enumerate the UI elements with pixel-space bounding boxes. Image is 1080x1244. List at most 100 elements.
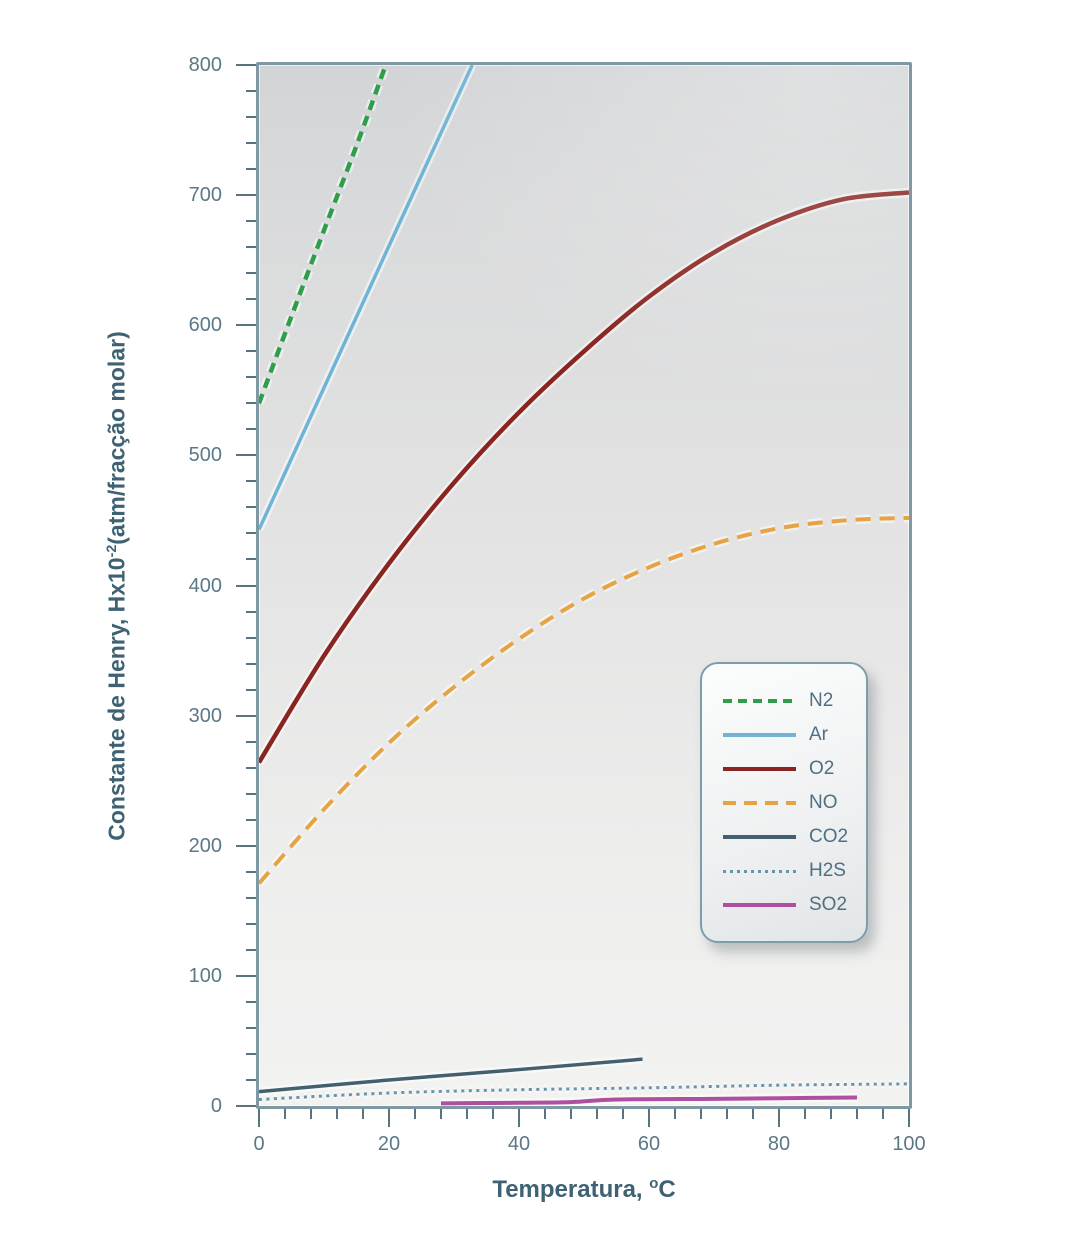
legend-item-N2: N2 — [702, 684, 866, 718]
y-minor-tick — [246, 610, 256, 613]
legend-item-O2: O2 — [702, 752, 866, 786]
x-minor-tick — [284, 1109, 286, 1119]
x-minor-tick — [830, 1109, 832, 1119]
y-major-tick — [236, 584, 256, 587]
y-minor-tick — [246, 168, 256, 171]
legend-label: NO — [809, 792, 838, 813]
x-title-superscript: o — [649, 1176, 659, 1192]
y-minor-tick — [246, 246, 256, 249]
y-minor-tick — [246, 142, 256, 145]
y-minor-tick — [246, 766, 256, 769]
y-minor-tick — [246, 428, 256, 431]
y-minor-tick — [246, 376, 256, 379]
plot-area — [256, 62, 912, 1109]
series-line-O2 — [259, 190, 909, 764]
legend-item-H2S: H2S — [702, 854, 866, 888]
y-minor-tick — [246, 532, 256, 535]
x-minor-tick — [622, 1109, 624, 1119]
x-title-text: Temperatura, — [492, 1176, 650, 1203]
legend-item-CO2: CO2 — [702, 820, 866, 854]
legend: N2 Ar O2 NO CO2 H2S SO2 — [700, 662, 868, 943]
y-minor-tick — [246, 688, 256, 691]
y-minor-tick — [246, 506, 256, 509]
series-line-SO2 — [440, 1095, 858, 1106]
x-major-tick — [258, 1109, 260, 1127]
y-tick-label: 400 — [188, 574, 222, 597]
x-minor-tick — [492, 1109, 494, 1119]
x-tick-label: 60 — [637, 1133, 661, 1155]
x-minor-tick — [674, 1109, 676, 1119]
legend-label: SO2 — [809, 894, 848, 915]
x-major-tick — [908, 1109, 910, 1127]
y-minor-tick — [246, 558, 256, 561]
series-line-H2S — [259, 1082, 909, 1101]
x-major-tick — [388, 1109, 390, 1127]
y-minor-tick — [246, 922, 256, 925]
y-major-tick — [236, 714, 256, 717]
y-tick-label: 600 — [188, 314, 222, 337]
x-minor-tick — [700, 1109, 702, 1119]
y-minor-tick — [246, 818, 256, 821]
legend-line-sample-CO2 — [723, 835, 796, 839]
legend-item-Ar: Ar — [702, 718, 866, 752]
y-title-text: Constante de Henry, Hx10 — [103, 557, 130, 841]
legend-label: O2 — [809, 758, 835, 779]
y-minor-tick — [246, 1026, 256, 1029]
y-major-tick — [236, 454, 256, 457]
x-minor-tick — [726, 1109, 728, 1119]
x-minor-tick — [362, 1109, 364, 1119]
x-minor-tick — [752, 1109, 754, 1119]
legend-line-sample-N2 — [723, 699, 796, 703]
x-minor-tick — [466, 1109, 468, 1119]
x-tick-label: 20 — [377, 1133, 401, 1155]
y-tick-label: 200 — [188, 834, 222, 857]
legend-line-sample-SO2 — [723, 903, 796, 907]
x-title-suffix: C — [658, 1176, 676, 1203]
x-minor-tick — [570, 1109, 572, 1119]
y-tick-label: 700 — [188, 184, 222, 207]
y-minor-tick — [246, 402, 256, 405]
y-minor-tick — [246, 662, 256, 665]
legend-line-sample-H2S — [723, 869, 796, 873]
y-minor-tick — [246, 298, 256, 301]
legend-line-sample-Ar — [723, 733, 796, 737]
x-minor-tick — [882, 1109, 884, 1119]
y-minor-tick — [246, 896, 256, 899]
x-minor-tick — [804, 1109, 806, 1119]
x-minor-tick — [310, 1109, 312, 1119]
x-tick-label: 100 — [892, 1133, 926, 1155]
series-line-Ar — [259, 65, 474, 531]
y-tick-label: 100 — [188, 964, 222, 987]
y-minor-tick — [246, 948, 256, 951]
y-major-tick — [236, 324, 256, 327]
y-minor-tick — [246, 870, 256, 873]
x-major-tick — [648, 1109, 650, 1127]
x-minor-tick — [336, 1109, 338, 1119]
legend-line-sample-O2 — [723, 767, 796, 771]
x-major-tick — [778, 1109, 780, 1127]
x-minor-tick — [856, 1109, 858, 1119]
x-tick-label: 80 — [767, 1133, 791, 1155]
series-line-NO — [259, 515, 909, 885]
y-minor-tick — [246, 792, 256, 795]
x-minor-tick — [544, 1109, 546, 1119]
y-minor-tick — [246, 116, 256, 119]
x-tick-label: 40 — [507, 1133, 531, 1155]
y-minor-tick — [246, 1052, 256, 1055]
x-minor-tick — [414, 1109, 416, 1119]
y-tick-label: 300 — [188, 704, 222, 727]
y-minor-tick — [246, 1078, 256, 1081]
y-major-tick — [236, 194, 256, 197]
legend-label: N2 — [809, 690, 834, 711]
y-major-tick — [236, 844, 256, 847]
legend-item-SO2: SO2 — [702, 888, 866, 922]
series-line-N2 — [259, 65, 388, 405]
y-minor-tick — [246, 740, 256, 743]
y-tick-label: 800 — [188, 54, 222, 76]
x-axis-title: Temperatura, oC — [492, 1176, 675, 1204]
legend-label: H2S — [809, 860, 846, 881]
y-tick-label: 0 — [210, 1095, 222, 1117]
x-tick-label: 0 — [253, 1133, 265, 1155]
x-major-tick — [518, 1109, 520, 1127]
